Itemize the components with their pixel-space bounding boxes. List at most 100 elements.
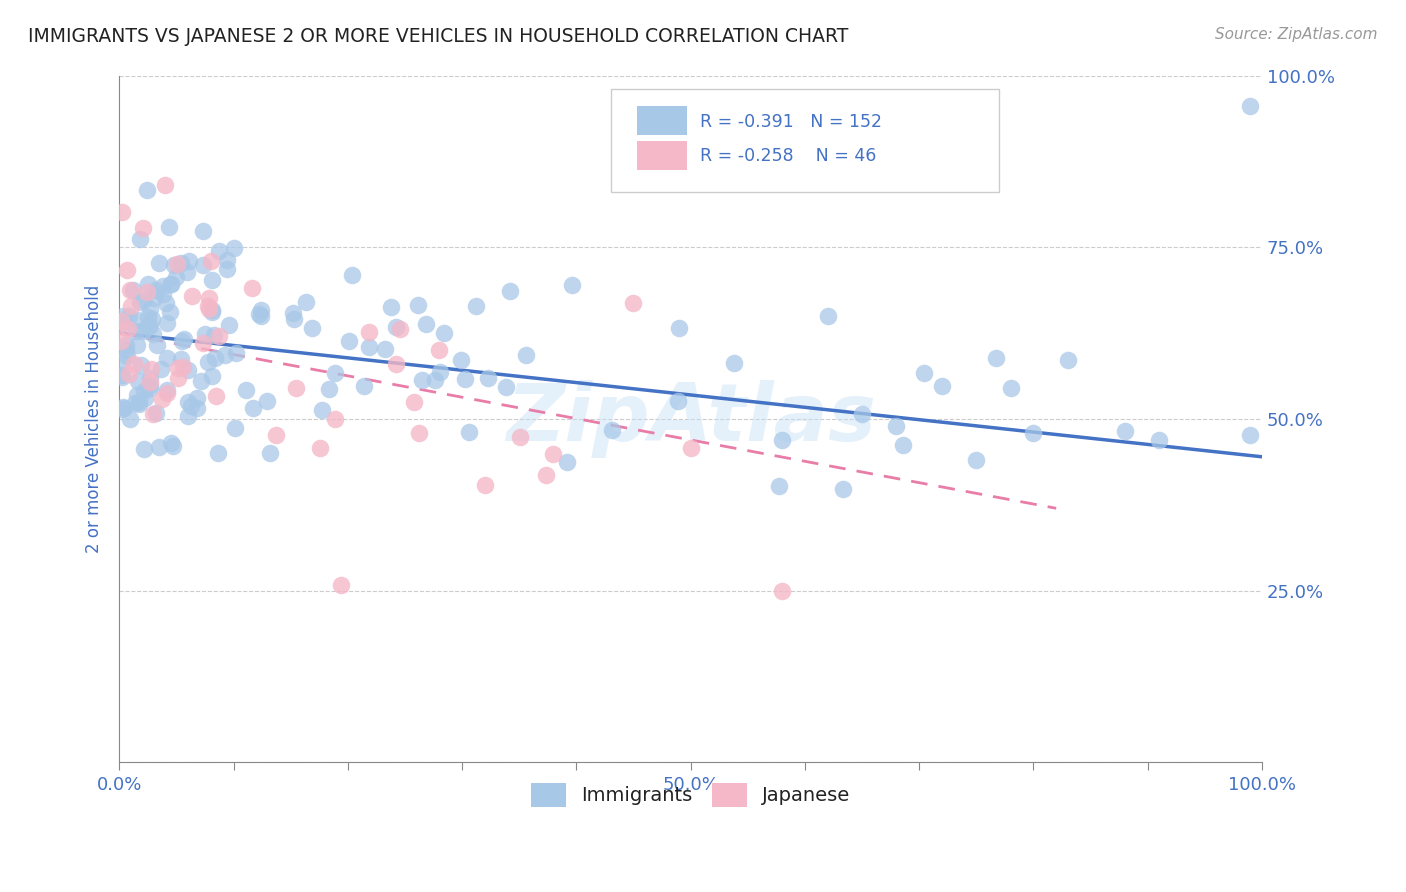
Point <box>891 438 914 452</box>
Point <box>256 393 278 408</box>
Point <box>156 384 179 398</box>
Point <box>832 482 855 496</box>
Point <box>136 277 159 291</box>
Point <box>543 447 565 461</box>
Point <box>110 334 132 348</box>
Point <box>127 338 149 352</box>
Point <box>112 401 135 416</box>
Point <box>170 256 193 270</box>
Point <box>198 291 221 305</box>
Point <box>152 287 174 301</box>
Point <box>242 401 264 415</box>
Point <box>204 351 226 365</box>
Point <box>160 435 183 450</box>
Point <box>600 423 623 437</box>
Point <box>768 479 790 493</box>
Point <box>965 453 987 467</box>
Point <box>180 400 202 414</box>
Point <box>167 370 190 384</box>
Point <box>122 283 145 297</box>
Point <box>111 402 134 417</box>
Point <box>124 396 146 410</box>
Point <box>118 283 141 297</box>
Point <box>283 311 305 326</box>
Point <box>132 384 155 398</box>
Point <box>129 358 152 372</box>
Point <box>125 324 148 338</box>
Point <box>165 269 187 284</box>
Point <box>205 389 228 403</box>
Point <box>128 397 150 411</box>
Point <box>162 440 184 454</box>
Point <box>132 442 155 457</box>
Point <box>200 254 222 268</box>
Point <box>201 302 224 317</box>
Point <box>149 362 172 376</box>
Point <box>770 434 793 448</box>
FancyBboxPatch shape <box>637 141 688 169</box>
Point <box>666 394 689 409</box>
Point <box>115 343 138 358</box>
Point <box>235 383 257 397</box>
Point <box>250 303 273 318</box>
Point <box>201 368 224 383</box>
Point <box>301 321 323 335</box>
Point <box>454 372 477 386</box>
Point <box>384 319 406 334</box>
Point <box>207 446 229 460</box>
Point <box>186 391 208 405</box>
Point <box>914 367 936 381</box>
Point <box>173 332 195 346</box>
Point <box>129 232 152 246</box>
Point <box>295 294 318 309</box>
Point <box>191 335 214 350</box>
FancyBboxPatch shape <box>610 89 1000 193</box>
Point <box>110 313 132 327</box>
Point <box>167 360 190 375</box>
Point <box>128 394 150 409</box>
Point <box>623 296 645 310</box>
Point <box>153 178 176 193</box>
Point <box>115 263 138 277</box>
Point <box>132 221 155 235</box>
Point <box>1022 426 1045 441</box>
Point <box>115 337 138 351</box>
Point <box>555 455 578 469</box>
Point <box>389 322 412 336</box>
Point <box>139 375 162 389</box>
Point <box>155 351 177 365</box>
Point <box>408 426 430 441</box>
Point <box>495 380 517 394</box>
Point <box>817 309 839 323</box>
Text: R = -0.258    N = 46: R = -0.258 N = 46 <box>700 147 876 165</box>
Point <box>668 321 690 335</box>
Point <box>139 378 162 392</box>
Point <box>156 316 179 330</box>
Point <box>357 325 380 339</box>
Point <box>142 327 165 342</box>
Text: ZipAtlas: ZipAtlas <box>506 380 876 458</box>
Point <box>458 425 481 439</box>
Point <box>404 395 426 409</box>
Point <box>111 355 134 369</box>
Point <box>249 309 271 323</box>
Point <box>427 343 450 358</box>
Point <box>415 317 437 331</box>
Point <box>162 258 184 272</box>
Point <box>127 374 149 388</box>
Point <box>129 295 152 310</box>
Point <box>148 256 170 270</box>
Point <box>141 361 163 376</box>
Point <box>120 299 142 313</box>
Point <box>429 365 451 379</box>
Point <box>172 360 194 375</box>
Point <box>132 324 155 338</box>
Point <box>851 408 873 422</box>
Point <box>155 295 177 310</box>
Point <box>127 388 149 402</box>
Point <box>931 379 953 393</box>
Point <box>170 334 193 349</box>
Point <box>125 313 148 327</box>
Point <box>339 334 361 348</box>
Point <box>136 285 159 299</box>
